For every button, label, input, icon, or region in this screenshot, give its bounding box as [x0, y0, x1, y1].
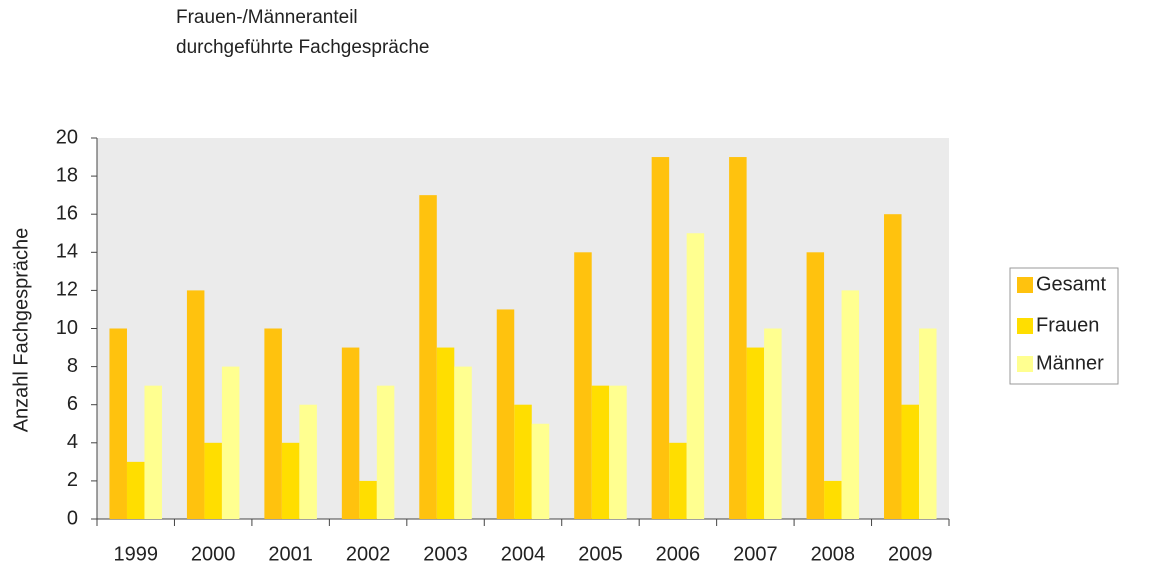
- bar: [144, 385, 162, 519]
- legend-label: Frauen: [1036, 314, 1099, 336]
- bar: [824, 480, 842, 519]
- bar: [299, 404, 317, 519]
- bar: [204, 442, 222, 519]
- bar: [841, 290, 860, 519]
- y-tick-label: 8: [67, 355, 78, 377]
- y-tick-label: 0: [67, 507, 78, 529]
- bar: [609, 385, 627, 519]
- y-tick-label: 20: [56, 126, 78, 148]
- bar: [109, 328, 127, 519]
- y-tick-label: 14: [56, 241, 78, 263]
- bar: [126, 461, 145, 519]
- chart-title: Frauen-/Männeranteil: [176, 7, 358, 28]
- bar: [264, 328, 282, 519]
- bar: [884, 214, 902, 519]
- x-tick-label: 2003: [423, 543, 468, 565]
- bar: [454, 366, 472, 519]
- y-tick-label: 10: [56, 317, 78, 339]
- bar: [531, 423, 550, 519]
- x-tick-label: 2007: [733, 543, 778, 565]
- bar: [341, 347, 360, 519]
- legend-swatch: [1017, 356, 1033, 372]
- y-tick-label: 12: [56, 279, 78, 301]
- bar: [574, 252, 592, 520]
- bar: [919, 328, 937, 519]
- chart-subtitle: durchgeführte Fachgespräche: [176, 37, 430, 58]
- x-tick-label: 2006: [656, 543, 701, 565]
- legend-label: Männer: [1036, 352, 1104, 374]
- x-tick-label: 2002: [346, 543, 391, 565]
- bar: [186, 290, 205, 519]
- y-tick-label: 2: [67, 469, 78, 491]
- x-tick-label: 1999: [113, 543, 158, 565]
- y-tick-label: 18: [56, 164, 78, 186]
- bar: [376, 385, 395, 519]
- x-tick-label: 2004: [501, 543, 546, 565]
- bar: [901, 404, 920, 519]
- bar: [806, 252, 825, 520]
- bar: [496, 309, 515, 519]
- bar: [651, 157, 670, 520]
- x-tick-label: 2009: [888, 543, 933, 565]
- bar: [419, 195, 437, 519]
- legend-swatch: [1017, 318, 1033, 334]
- bar: [729, 157, 747, 520]
- y-axis-label: Anzahl Fachgespräche: [10, 228, 32, 433]
- y-tick-label: 4: [67, 431, 78, 453]
- x-tick-label: 2001: [268, 543, 313, 565]
- bar: [686, 233, 705, 519]
- y-tick-label: 16: [56, 202, 78, 224]
- bar: [764, 328, 782, 519]
- y-tick-label: 6: [67, 393, 78, 415]
- legend-label: Gesamt: [1036, 273, 1106, 295]
- bar: [359, 480, 377, 519]
- x-tick-label: 2000: [191, 543, 236, 565]
- bar: [591, 385, 610, 519]
- bar: [669, 442, 687, 519]
- bar: [436, 347, 455, 519]
- bar: [514, 404, 532, 519]
- bar: [221, 366, 240, 519]
- bar: [746, 347, 765, 519]
- x-tick-label: 2008: [811, 543, 856, 565]
- legend-swatch: [1017, 277, 1033, 293]
- x-tick-label: 2005: [578, 543, 623, 565]
- bar: [281, 442, 300, 519]
